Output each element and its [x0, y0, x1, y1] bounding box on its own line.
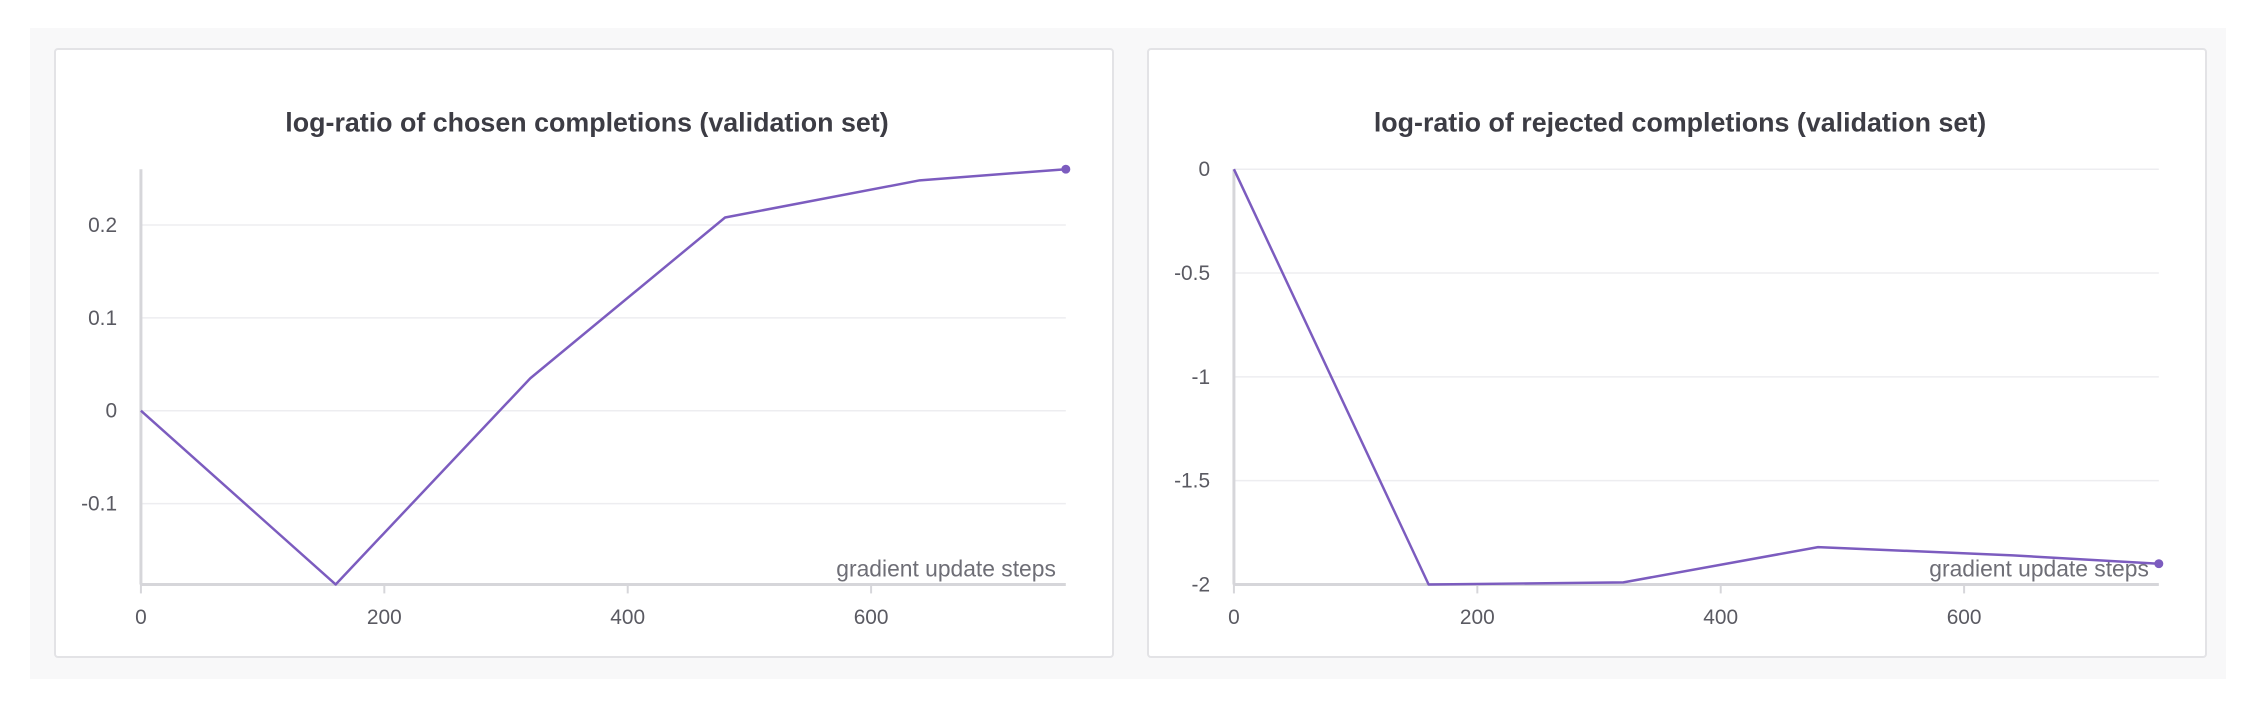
y-tick-label: -0.1	[81, 493, 117, 516]
y-tick-label: 0	[1198, 158, 1210, 181]
y-tick-label: -1	[1192, 366, 1211, 389]
x-axis-label: gradient update steps	[1929, 556, 2149, 582]
x-tick-label: 400	[1703, 606, 1738, 629]
series-end-point	[1061, 164, 1071, 174]
y-tick-label: -0.5	[1174, 262, 1210, 285]
x-tick-label: 200	[367, 606, 402, 629]
series-line	[1232, 168, 2159, 586]
y-tick-label: -1.5	[1174, 470, 1210, 493]
chart-title: log-ratio of rejected completions (valid…	[1374, 107, 1986, 137]
x-tick-label: 600	[854, 606, 889, 629]
x-tick-label: 400	[610, 606, 645, 629]
x-tick-label: 600	[1947, 606, 1982, 629]
rejected-logratio-chart-panel: log-ratio of rejected completions (valid…	[1147, 48, 2207, 658]
x-axis-label: gradient update steps	[836, 556, 1056, 582]
y-tick-label: -2	[1192, 573, 1211, 596]
x-tick-label: 0	[1228, 606, 1240, 629]
x-tick-label: 200	[1460, 606, 1495, 629]
rejected-logratio-chart: log-ratio of rejected completions (valid…	[1174, 107, 2164, 629]
y-tick-label: 0	[105, 400, 117, 423]
chosen-logratio-chart: log-ratio of chosen completions (validat…	[81, 107, 1071, 629]
y-tick-label: 0.1	[88, 307, 117, 330]
x-tick-label: 0	[135, 606, 147, 629]
charts-container: log-ratio of chosen completions (validat…	[30, 28, 2226, 679]
series-line	[140, 167, 1066, 586]
y-tick-label: 0.2	[88, 214, 117, 237]
chart-title: log-ratio of chosen completions (validat…	[285, 107, 888, 137]
chosen-logratio-chart-panel: log-ratio of chosen completions (validat…	[54, 48, 1114, 658]
series-end-point	[2154, 559, 2164, 569]
